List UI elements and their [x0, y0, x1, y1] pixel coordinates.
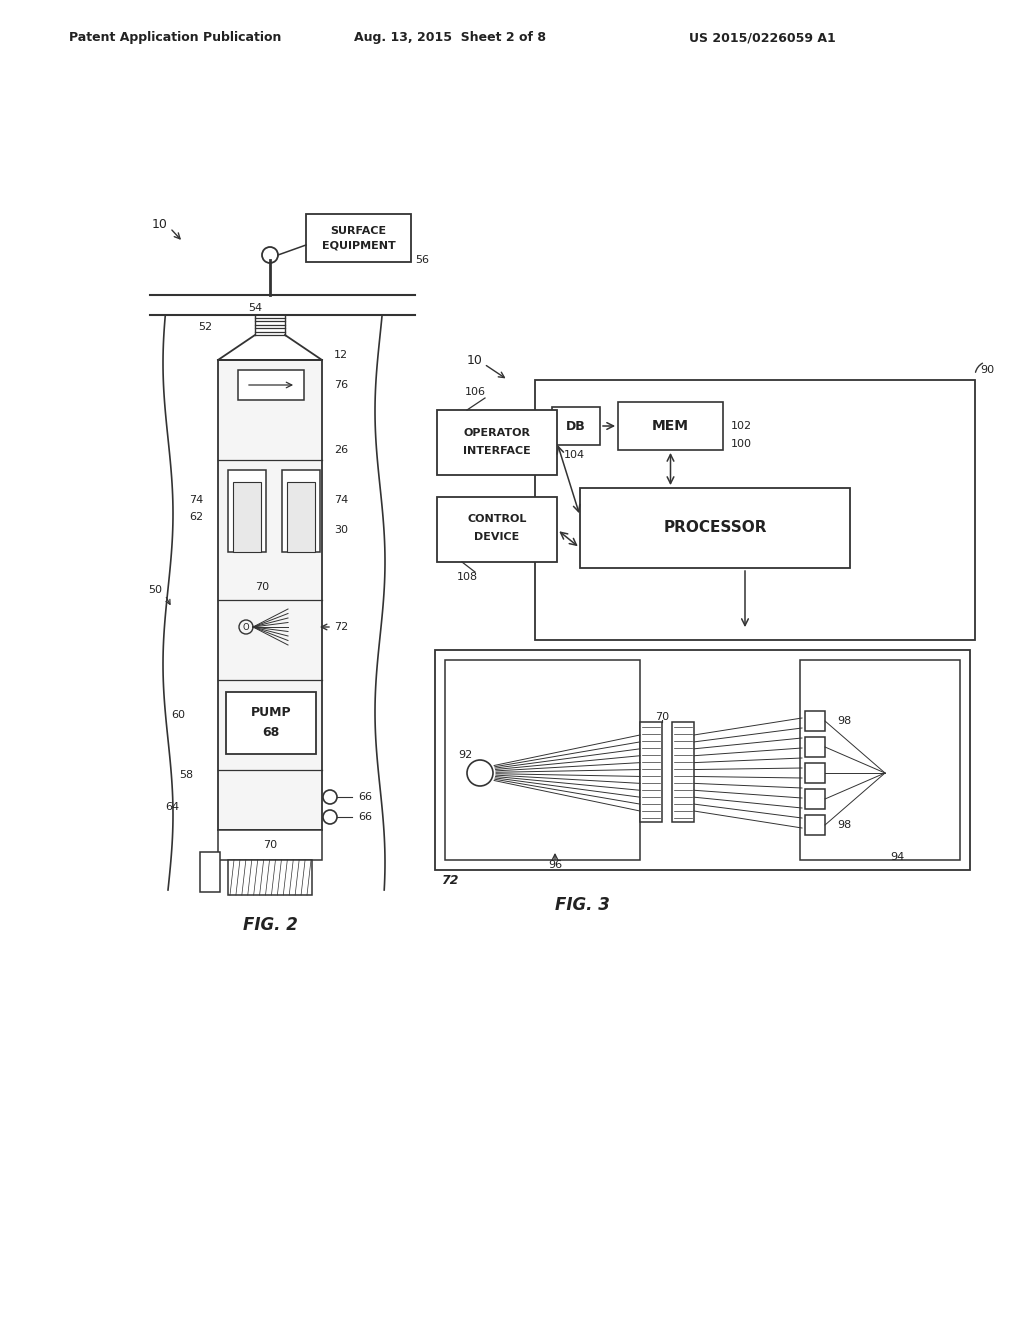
- Text: 96: 96: [548, 861, 562, 870]
- Text: 10: 10: [467, 354, 483, 367]
- Bar: [445, 660, 640, 861]
- Text: 76: 76: [334, 380, 348, 389]
- Text: 72: 72: [334, 622, 348, 632]
- Bar: [805, 711, 825, 731]
- Text: 52: 52: [198, 322, 212, 333]
- Text: 70: 70: [255, 582, 269, 591]
- Text: 10: 10: [152, 219, 168, 231]
- Text: 54: 54: [248, 304, 262, 313]
- Text: 100: 100: [731, 440, 752, 449]
- Text: 70: 70: [655, 711, 669, 722]
- Bar: [287, 482, 315, 552]
- Text: FIG. 3: FIG. 3: [555, 896, 609, 913]
- Text: DB: DB: [566, 420, 586, 433]
- Text: 12: 12: [334, 350, 348, 360]
- Bar: [580, 488, 850, 568]
- Text: 26: 26: [334, 445, 348, 455]
- Bar: [218, 360, 322, 830]
- Bar: [200, 851, 220, 892]
- Bar: [805, 814, 825, 836]
- Text: Patent Application Publication: Patent Application Publication: [69, 32, 282, 45]
- Text: SURFACE: SURFACE: [331, 226, 387, 236]
- Bar: [435, 649, 970, 870]
- Text: 98: 98: [837, 820, 851, 830]
- Text: 60: 60: [171, 710, 185, 719]
- Text: 102: 102: [731, 421, 752, 432]
- Bar: [218, 830, 322, 861]
- Bar: [306, 214, 411, 261]
- Text: 50: 50: [148, 585, 162, 595]
- Text: O: O: [243, 623, 249, 631]
- Text: 56: 56: [415, 255, 429, 265]
- Bar: [805, 763, 825, 783]
- Text: 58: 58: [179, 770, 194, 780]
- Text: FIG. 2: FIG. 2: [243, 916, 297, 935]
- Text: 62: 62: [189, 512, 203, 521]
- Bar: [805, 789, 825, 809]
- Bar: [552, 407, 600, 445]
- Text: 68: 68: [262, 726, 280, 739]
- Text: 66: 66: [358, 792, 372, 803]
- Bar: [800, 660, 961, 861]
- Text: INTERFACE: INTERFACE: [463, 446, 530, 455]
- Text: 74: 74: [334, 495, 348, 506]
- Bar: [640, 722, 662, 822]
- Text: 90: 90: [980, 366, 994, 375]
- Text: 94: 94: [890, 851, 904, 862]
- Text: 70: 70: [263, 840, 278, 850]
- Text: 66: 66: [358, 812, 372, 822]
- Text: DEVICE: DEVICE: [474, 532, 519, 543]
- Text: 106: 106: [465, 387, 485, 397]
- Bar: [233, 482, 261, 552]
- Text: 72: 72: [441, 874, 459, 887]
- Bar: [238, 370, 304, 400]
- Text: 92: 92: [458, 750, 472, 760]
- Text: US 2015/0226059 A1: US 2015/0226059 A1: [688, 32, 836, 45]
- Text: 104: 104: [563, 450, 585, 459]
- Text: MEM: MEM: [652, 418, 689, 433]
- Bar: [672, 722, 694, 822]
- Bar: [535, 380, 975, 640]
- Text: EQUIPMENT: EQUIPMENT: [322, 240, 395, 249]
- Text: 74: 74: [188, 495, 203, 506]
- Text: PUMP: PUMP: [251, 706, 291, 719]
- Text: 64: 64: [165, 803, 179, 812]
- Bar: [437, 498, 557, 562]
- Bar: [805, 737, 825, 756]
- Bar: [226, 692, 316, 754]
- Bar: [228, 861, 312, 895]
- Bar: [228, 470, 266, 552]
- Text: OPERATOR: OPERATOR: [464, 428, 530, 437]
- Text: PROCESSOR: PROCESSOR: [664, 520, 767, 536]
- Text: 108: 108: [457, 572, 477, 582]
- Text: 30: 30: [334, 525, 348, 535]
- Text: 98: 98: [837, 715, 851, 726]
- Bar: [282, 470, 319, 552]
- Text: Aug. 13, 2015  Sheet 2 of 8: Aug. 13, 2015 Sheet 2 of 8: [354, 32, 546, 45]
- Text: CONTROL: CONTROL: [467, 515, 526, 524]
- Bar: [618, 403, 723, 450]
- Bar: [437, 411, 557, 475]
